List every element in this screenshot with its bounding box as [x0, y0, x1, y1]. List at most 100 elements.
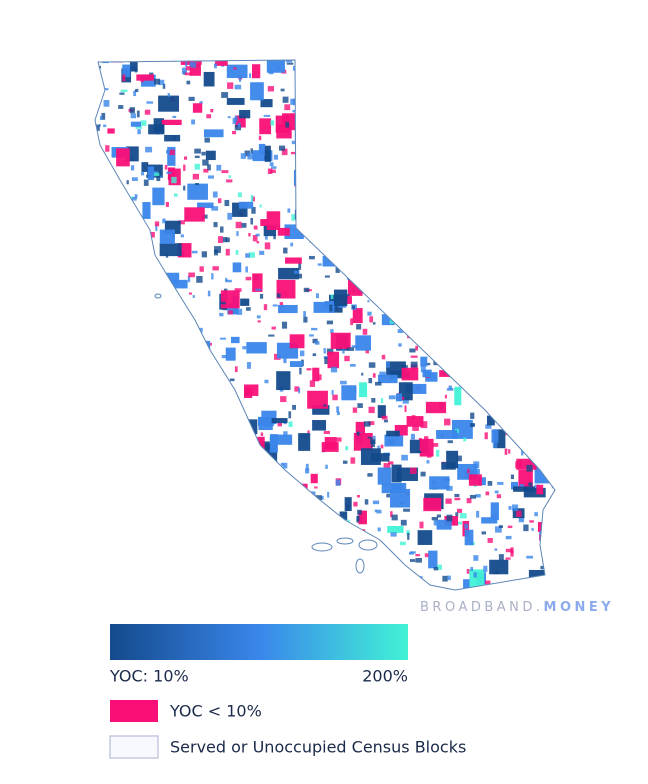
census-block: [559, 309, 562, 313]
census-block: [135, 126, 143, 129]
census-block: [101, 112, 106, 120]
census-block: [166, 149, 170, 154]
census-block: [95, 81, 101, 86]
census-block: [558, 345, 570, 355]
census-block: [130, 565, 137, 569]
census-block: [376, 509, 382, 514]
census-block: [400, 311, 403, 317]
census-block: [420, 366, 426, 373]
census-block: [278, 267, 299, 280]
census-block: [557, 96, 559, 98]
census-block: [450, 158, 455, 165]
census-block: [111, 399, 117, 404]
census-block: [317, 521, 323, 528]
census-block: [135, 88, 139, 93]
census-block: [415, 345, 419, 351]
census-block: [400, 519, 407, 526]
census-block: [549, 511, 555, 518]
census-block: [543, 173, 550, 178]
census-block: [132, 287, 137, 294]
census-block: [299, 187, 303, 194]
census-block: [251, 64, 261, 79]
census-block: [505, 557, 511, 560]
census-block: [179, 362, 184, 368]
census-block: [189, 292, 192, 295]
census-block: [389, 552, 393, 560]
census-block: [510, 592, 514, 597]
census-block: [290, 535, 312, 545]
census-block: [450, 259, 454, 267]
census-block: [326, 102, 331, 107]
census-block: [95, 332, 101, 337]
census-block: [397, 329, 404, 334]
census-block: [184, 403, 190, 406]
census-block: [491, 73, 495, 81]
census-block: [275, 115, 290, 133]
census-block: [378, 374, 398, 384]
census-block: [493, 429, 506, 449]
census-block: [531, 129, 544, 136]
census-block: [393, 171, 398, 174]
census-block: [108, 287, 121, 299]
census-block: [240, 550, 247, 554]
census-block: [322, 518, 327, 524]
census-block: [361, 589, 367, 590]
census-block: [435, 357, 438, 361]
census-block: [330, 178, 335, 182]
census-block: [140, 120, 147, 126]
census-block: [362, 328, 368, 335]
census-block: [454, 497, 461, 501]
census-block: [320, 118, 323, 125]
census-block: [530, 408, 533, 412]
census-block: [165, 254, 169, 258]
census-block: [247, 152, 254, 160]
census-block: [202, 408, 205, 412]
census-block: [257, 320, 261, 323]
census-block: [478, 380, 485, 384]
legend-max-label: 200%: [362, 667, 408, 686]
census-block: [215, 416, 220, 420]
census-block: [558, 347, 563, 349]
census-block: [178, 220, 185, 225]
census-block: [523, 236, 528, 243]
census-block: [165, 369, 178, 388]
census-block: [143, 537, 156, 552]
census-block: [351, 242, 357, 250]
census-block: [347, 60, 358, 71]
census-block: [521, 247, 535, 263]
census-block: [138, 445, 143, 452]
census-block: [383, 419, 389, 423]
census-block: [194, 456, 199, 461]
census-block: [391, 297, 399, 303]
census-block: [114, 470, 120, 473]
census-block: [413, 298, 419, 304]
census-block: [370, 210, 377, 215]
census-block: [216, 164, 222, 171]
census-block: [486, 128, 494, 134]
census-block: [180, 454, 189, 463]
census-block: [401, 367, 419, 381]
census-block: [430, 298, 437, 305]
census-block: [314, 341, 320, 345]
census-block: [538, 94, 555, 106]
census-block: [518, 430, 533, 445]
census-block: [353, 433, 373, 451]
census-block: [273, 154, 279, 160]
census-block: [277, 304, 298, 314]
census-block: [548, 509, 555, 519]
census-block: [383, 557, 396, 565]
census-block: [212, 405, 219, 409]
census-block: [481, 531, 487, 535]
census-block: [500, 348, 512, 360]
census-block: [489, 559, 509, 575]
census-block: [403, 162, 411, 168]
census-block: [473, 572, 477, 578]
census-block: [439, 370, 457, 377]
census-block: [344, 355, 350, 362]
census-block: [294, 125, 316, 141]
census-block: [277, 422, 283, 427]
census-block: [464, 529, 474, 546]
census-block: [392, 211, 403, 222]
census-block: [359, 382, 368, 398]
census-block: [206, 447, 210, 452]
